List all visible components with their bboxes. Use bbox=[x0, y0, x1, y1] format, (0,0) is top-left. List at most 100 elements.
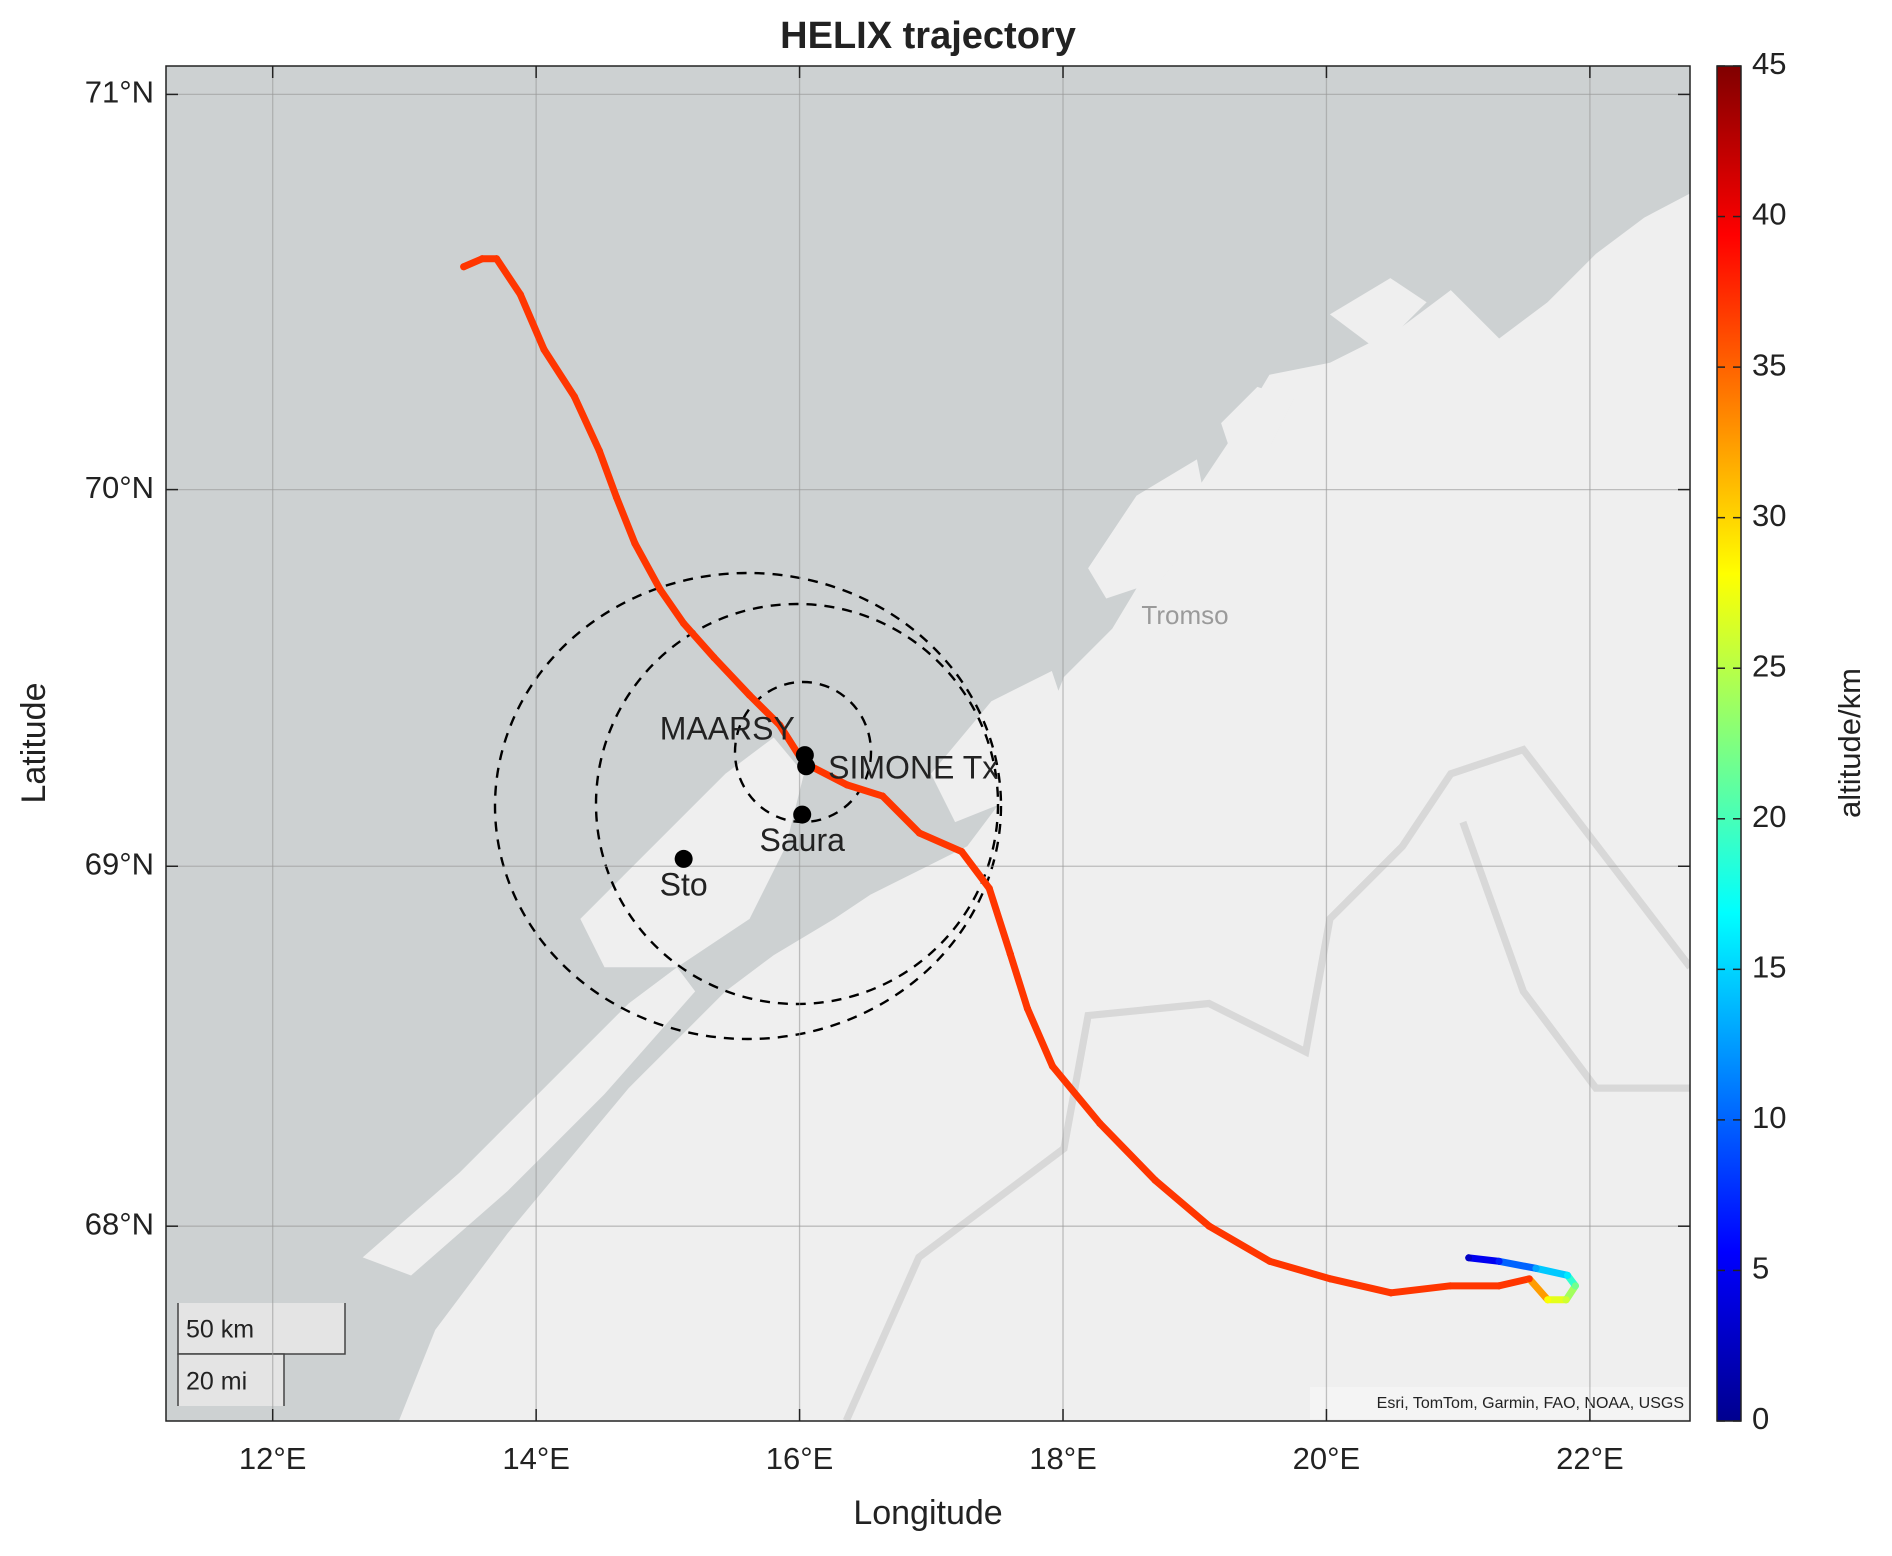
y-tick-label: 70°N bbox=[85, 470, 154, 505]
trajectory-point bbox=[746, 691, 754, 699]
trajectory-segment bbox=[1525, 1275, 1552, 1304]
trajectory-point bbox=[843, 781, 851, 789]
range-circle bbox=[493, 571, 1003, 1041]
colorbar-tick-label: 45 bbox=[1752, 46, 1786, 81]
trajectory-point bbox=[1495, 1257, 1503, 1265]
colorbar-ticks: 0 5 10 15 20 25 30 35 40 45 bbox=[1717, 46, 1786, 1436]
scale-box bbox=[178, 1303, 345, 1354]
colorbar-tick-label: 40 bbox=[1752, 197, 1786, 232]
trajectory-point bbox=[985, 884, 993, 892]
trajectory-segment bbox=[915, 829, 966, 856]
stations: MAARSY SIMONE Tx Saura Sto bbox=[660, 711, 999, 903]
trajectory-point bbox=[1562, 1296, 1570, 1304]
scale-label: 20 mi bbox=[186, 1368, 247, 1396]
colorbar-tick-label: 10 bbox=[1752, 1100, 1786, 1135]
trajectory-point bbox=[1495, 1282, 1503, 1290]
trajectory bbox=[460, 255, 1579, 1304]
colorbar-tick-label: 5 bbox=[1752, 1251, 1769, 1286]
trajectory-point bbox=[631, 539, 639, 547]
place-label: Tromso bbox=[1141, 600, 1228, 630]
trajectory-point bbox=[1532, 1264, 1540, 1272]
y-tick-label: 68°N bbox=[85, 1206, 154, 1241]
trajectory-segment bbox=[493, 255, 524, 298]
scale-bar: 50 km 20 mi bbox=[177, 1303, 346, 1406]
trajectory-point bbox=[460, 263, 468, 271]
trajectory-segment bbox=[540, 346, 578, 401]
ticks: 12°E 14°E 16°E 18°E 20°E 22°E 68°N 69°N 70°N 71°N bbox=[85, 66, 1690, 1476]
trajectory-segment bbox=[843, 781, 887, 800]
x-tick-label: 18°E bbox=[1029, 1441, 1097, 1476]
trajectory-point bbox=[1048, 1062, 1056, 1070]
y-tick-label: 69°N bbox=[85, 846, 154, 881]
trajectory-point bbox=[1446, 1282, 1454, 1290]
chart-title: HELIX trajectory bbox=[780, 15, 1076, 57]
trajectory-point bbox=[595, 447, 603, 455]
trajectory-segment bbox=[680, 619, 718, 662]
attribution: Esri, TomTom, Garmin, FAO, NOAA, USGS bbox=[1377, 1395, 1684, 1412]
x-tick-label: 12°E bbox=[239, 1441, 307, 1476]
trajectory-segment bbox=[1096, 1119, 1159, 1184]
colorbar-tick-label: 35 bbox=[1752, 347, 1786, 382]
trajectory-point bbox=[1544, 1296, 1552, 1304]
trajectory-point bbox=[516, 290, 524, 298]
scale-label: 50 km bbox=[186, 1316, 254, 1344]
axes-frame bbox=[165, 65, 1691, 1422]
basemap: Tromso 50 km 20 mi Esri, TomTom, Garmin,… bbox=[166, 66, 1690, 1421]
trajectory-point bbox=[1006, 950, 1014, 958]
trajectory-point bbox=[776, 721, 784, 729]
trajectory-segment bbox=[879, 792, 923, 837]
trajectory-segment bbox=[1495, 1275, 1533, 1290]
scale-line bbox=[177, 1353, 285, 1406]
trajectory-segment bbox=[516, 290, 548, 354]
station-label: Saura bbox=[760, 822, 846, 858]
trajectory-point bbox=[1525, 1275, 1533, 1283]
range-circle bbox=[594, 602, 1000, 1006]
trajectory-point bbox=[1465, 1254, 1473, 1262]
trajectory-segment bbox=[570, 393, 603, 455]
trajectory-segment bbox=[746, 691, 784, 729]
x-tick-label: 16°E bbox=[766, 1441, 834, 1476]
borders bbox=[842, 745, 1690, 1421]
trajectory-segment bbox=[1532, 1264, 1572, 1279]
x-axis-label: Longitude bbox=[853, 1494, 1002, 1532]
trajectory-segment bbox=[631, 539, 664, 593]
trajectory-point bbox=[1151, 1176, 1159, 1184]
colorbar-label: altitude/km bbox=[1832, 668, 1867, 818]
trajectory-segment bbox=[1023, 1005, 1056, 1070]
trajectory-segment bbox=[1326, 1275, 1395, 1297]
trajectory-segment bbox=[612, 493, 639, 547]
trajectory-point bbox=[1205, 1222, 1213, 1230]
trajectory-point bbox=[493, 255, 501, 263]
y-tick-label: 71°N bbox=[85, 75, 154, 110]
trajectory-point bbox=[958, 848, 966, 856]
trajectory-segment bbox=[656, 585, 688, 627]
trajectory-segment bbox=[958, 848, 993, 892]
trajectory-point bbox=[1023, 1005, 1031, 1013]
trajectory-segment bbox=[1151, 1176, 1213, 1230]
trajectory-point bbox=[1096, 1119, 1104, 1127]
trajectory-segment bbox=[1205, 1222, 1274, 1265]
trajectory-point bbox=[915, 829, 923, 837]
x-tick-label: 14°E bbox=[502, 1441, 570, 1476]
trajectory-point bbox=[1571, 1282, 1579, 1290]
trajectory-point bbox=[1266, 1257, 1274, 1265]
trajectory-point bbox=[1564, 1271, 1572, 1279]
trajectory-segment bbox=[985, 884, 1014, 958]
trajectory-point bbox=[478, 255, 486, 263]
land bbox=[362, 193, 1690, 1421]
trajectory-point bbox=[612, 493, 620, 501]
x-tick-label: 22°E bbox=[1556, 1441, 1624, 1476]
y-axis-label: Latitude bbox=[15, 683, 53, 804]
trajectory-segment bbox=[1048, 1062, 1104, 1127]
trajectory-point bbox=[540, 346, 548, 354]
station bbox=[674, 849, 693, 868]
trajectory-segment bbox=[1006, 950, 1031, 1013]
station bbox=[797, 757, 816, 776]
trajectory-point bbox=[570, 393, 578, 401]
trajectory-point bbox=[1387, 1289, 1395, 1297]
station-label: SIMONE Tx bbox=[828, 750, 998, 786]
trajectory-point bbox=[710, 654, 718, 662]
grid bbox=[166, 66, 1690, 1421]
trajectory-segment bbox=[595, 447, 620, 501]
